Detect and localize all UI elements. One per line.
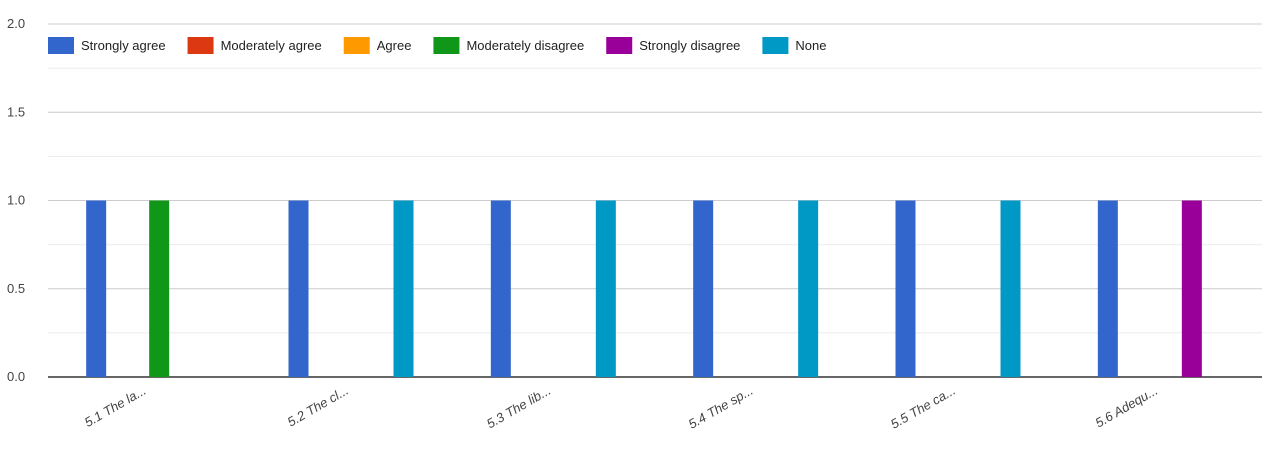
bar (693, 200, 714, 377)
bar (288, 200, 309, 377)
bar (1181, 200, 1202, 377)
legend-label: Strongly agree (81, 38, 166, 53)
legend-label: Agree (377, 38, 412, 53)
x-axis-labels: 5.1 The la... 5.2 The cl... 5.3 The lib...… (82, 383, 1161, 432)
bar (490, 200, 511, 377)
gridlines (48, 23, 1262, 378)
y-tick-label: 0.0 (7, 369, 25, 384)
legend-label: Moderately disagree (466, 38, 584, 53)
bar (1097, 200, 1118, 377)
x-tick-label: 5.6 Adequ... (1093, 383, 1161, 431)
bar (393, 200, 414, 377)
legend-swatch (343, 37, 370, 54)
legend-label: Strongly disagree (639, 38, 740, 53)
x-tick-label: 5.4 The sp... (686, 383, 756, 432)
y-tick-label: 1.5 (7, 104, 25, 119)
legend-swatch (187, 37, 214, 54)
x-tick-label: 5.1 The la... (82, 383, 149, 430)
legend-swatch (48, 37, 74, 54)
legend: Strongly agree Moderately agree Agree Moder… (48, 37, 826, 54)
bars (86, 200, 1202, 377)
x-tick-label: 5.5 The ca... (888, 383, 958, 432)
y-tick-label: 1.0 (7, 193, 25, 208)
legend-swatch (606, 37, 633, 54)
legend-label: Moderately agree (221, 38, 322, 53)
y-tick-label: 0.5 (7, 281, 25, 296)
x-tick-label: 5.2 The cl... (285, 383, 351, 430)
bar (798, 200, 819, 377)
bar (595, 200, 616, 377)
legend-swatch (433, 37, 460, 54)
bar (149, 200, 170, 377)
legend-swatch (762, 37, 789, 54)
x-tick-label: 5.3 The lib... (484, 383, 553, 432)
legend-label: None (795, 38, 826, 53)
y-axis-ticks: 0.0 0.5 1.0 1.5 2.0 (7, 16, 25, 384)
bar (895, 200, 916, 377)
bar (1000, 200, 1021, 377)
y-tick-label: 2.0 (7, 16, 25, 31)
bar (86, 200, 107, 377)
